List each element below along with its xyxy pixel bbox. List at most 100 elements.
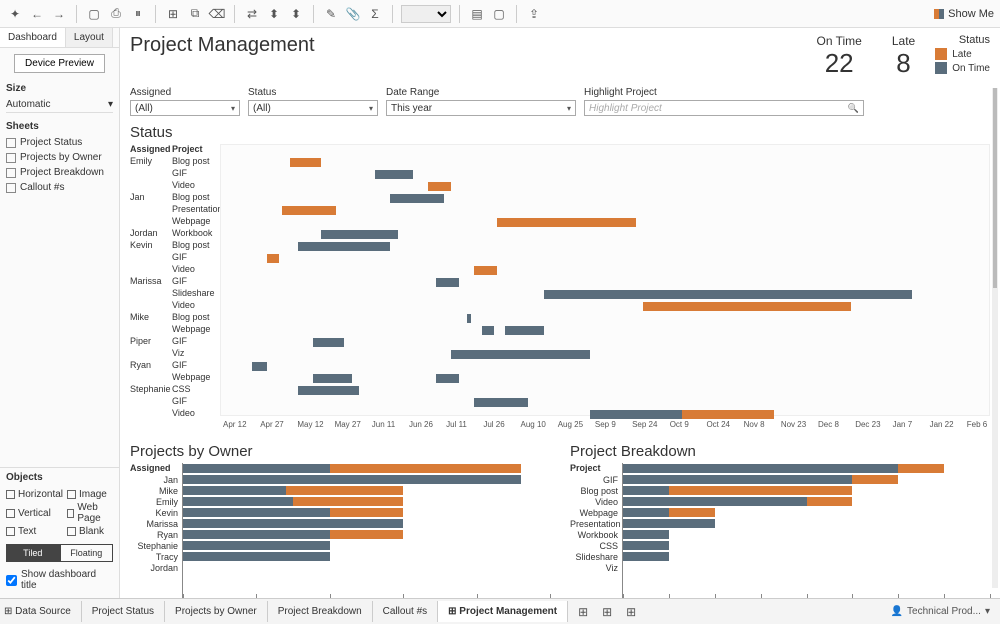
- object-item[interactable]: Horizontal: [6, 489, 63, 500]
- gantt-bar[interactable]: [313, 338, 344, 347]
- hbar-seg[interactable]: [330, 508, 403, 517]
- legend-item[interactable]: Late: [935, 48, 990, 60]
- hbar-seg[interactable]: [183, 519, 403, 528]
- sheet-item[interactable]: Project Status: [6, 135, 113, 150]
- worksheet-tab[interactable]: Callout #s: [373, 601, 438, 622]
- hbar-seg[interactable]: [183, 508, 330, 517]
- show-title-checkbox[interactable]: Show dashboard title: [6, 566, 113, 594]
- gantt-bar[interactable]: [467, 314, 471, 323]
- hbar-seg[interactable]: [623, 552, 669, 561]
- gantt-bar[interactable]: [290, 158, 321, 167]
- gantt-bar[interactable]: [282, 206, 336, 215]
- sheet-item[interactable]: Callout #s: [6, 180, 113, 195]
- gantt-bar[interactable]: [313, 374, 351, 383]
- object-item[interactable]: Web Page: [67, 502, 113, 524]
- gantt-bar[interactable]: [682, 410, 774, 419]
- size-select[interactable]: Automatic▾: [6, 97, 113, 113]
- totals-icon[interactable]: Σ: [366, 5, 384, 23]
- gantt-bar[interactable]: [436, 278, 459, 287]
- hbar-seg[interactable]: [183, 486, 286, 495]
- worksheet-tab[interactable]: Project Breakdown: [268, 601, 373, 622]
- gantt-bar[interactable]: [544, 290, 913, 299]
- hbar-seg[interactable]: [330, 464, 521, 473]
- hbar-seg[interactable]: [183, 475, 521, 484]
- gantt-bar[interactable]: [321, 230, 398, 239]
- object-item[interactable]: Blank: [67, 526, 113, 537]
- new-sheet-icon[interactable]: ⊞: [574, 603, 592, 621]
- sheet-item[interactable]: Project Breakdown: [6, 165, 113, 180]
- hbar-seg[interactable]: [183, 530, 330, 539]
- hbar-seg[interactable]: [623, 530, 669, 539]
- hbar-seg[interactable]: [183, 541, 330, 550]
- gantt-bar[interactable]: [474, 266, 497, 275]
- filter-select[interactable]: This year: [386, 100, 576, 116]
- gantt-bar[interactable]: [643, 302, 850, 311]
- device-preview-button[interactable]: Device Preview: [14, 54, 105, 73]
- hbar-seg[interactable]: [330, 530, 403, 539]
- worksheet-tab[interactable]: Projects by Owner: [165, 601, 268, 622]
- hbar-seg[interactable]: [623, 497, 807, 506]
- tiled-button[interactable]: Tiled: [6, 544, 60, 562]
- gantt-bar[interactable]: [451, 350, 589, 359]
- hbar-seg[interactable]: [183, 552, 330, 561]
- hbar-seg[interactable]: [623, 508, 669, 517]
- highlight-icon[interactable]: ✎: [322, 5, 340, 23]
- worksheet-tab[interactable]: ⊞ Project Management: [438, 601, 568, 622]
- sort-desc-icon[interactable]: ⬍: [287, 5, 305, 23]
- gantt-bar[interactable]: [298, 242, 390, 251]
- worksheet-tab[interactable]: Project Status: [82, 601, 165, 622]
- new-story-icon[interactable]: ⊞: [622, 603, 640, 621]
- share-icon[interactable]: ⇪: [525, 5, 543, 23]
- tab-dashboard[interactable]: Dashboard: [0, 28, 66, 47]
- object-item[interactable]: Text: [6, 526, 63, 537]
- pause-icon[interactable]: ⏸: [129, 5, 147, 23]
- hbar-seg[interactable]: [286, 486, 403, 495]
- new-data-icon[interactable]: ⎙: [107, 5, 125, 23]
- cards-icon[interactable]: ▤: [468, 5, 486, 23]
- gantt-bar[interactable]: [267, 254, 279, 263]
- fit-select[interactable]: [401, 5, 451, 23]
- new-dash-icon[interactable]: ⊞: [598, 603, 616, 621]
- dup-icon[interactable]: ⧉: [186, 5, 204, 23]
- hbar-seg[interactable]: [183, 497, 293, 506]
- gantt-bar[interactable]: [474, 398, 528, 407]
- filter-select[interactable]: (All): [248, 100, 378, 116]
- sheet-item[interactable]: Projects by Owner: [6, 150, 113, 165]
- hbar-seg[interactable]: [623, 541, 669, 550]
- gantt-bar[interactable]: [390, 194, 444, 203]
- logo-icon[interactable]: ✦: [6, 5, 24, 23]
- hbar-seg[interactable]: [183, 464, 330, 473]
- clear-icon[interactable]: ⌫: [208, 5, 226, 23]
- hbar-seg[interactable]: [293, 497, 403, 506]
- gantt-bar[interactable]: [375, 170, 413, 179]
- gantt-bar[interactable]: [505, 326, 543, 335]
- tab-layout[interactable]: Layout: [66, 28, 113, 47]
- data-source-tab[interactable]: ⊞ Data Source: [0, 601, 82, 622]
- gantt-bar[interactable]: [252, 362, 267, 371]
- gantt-bar[interactable]: [428, 182, 451, 191]
- gantt-bar[interactable]: [482, 326, 494, 335]
- show-me-button[interactable]: Show Me: [934, 8, 994, 20]
- object-item[interactable]: Vertical: [6, 502, 63, 524]
- group-icon[interactable]: 📎: [344, 5, 362, 23]
- save-icon[interactable]: ▢: [85, 5, 103, 23]
- hbar-seg[interactable]: [623, 486, 669, 495]
- hbar-seg[interactable]: [807, 497, 853, 506]
- scrollbar[interactable]: [992, 88, 998, 588]
- sort-asc-icon[interactable]: ⬍: [265, 5, 283, 23]
- gantt-bar[interactable]: [497, 218, 635, 227]
- new-ws-icon[interactable]: ⊞: [164, 5, 182, 23]
- forward-icon[interactable]: →: [50, 5, 68, 23]
- hbar-seg[interactable]: [623, 519, 715, 528]
- hbar-seg[interactable]: [623, 475, 852, 484]
- legend-item[interactable]: On Time: [935, 62, 990, 74]
- hbar-seg[interactable]: [669, 486, 853, 495]
- filter-select[interactable]: (All): [130, 100, 240, 116]
- status-footer[interactable]: 👤Technical Prod...▾: [891, 606, 1000, 617]
- present-icon[interactable]: ▢: [490, 5, 508, 23]
- swap-icon[interactable]: ⇄: [243, 5, 261, 23]
- gantt-bar[interactable]: [436, 374, 459, 383]
- object-item[interactable]: Image: [67, 489, 113, 500]
- back-icon[interactable]: ←: [28, 5, 46, 23]
- hbar-seg[interactable]: [852, 475, 898, 484]
